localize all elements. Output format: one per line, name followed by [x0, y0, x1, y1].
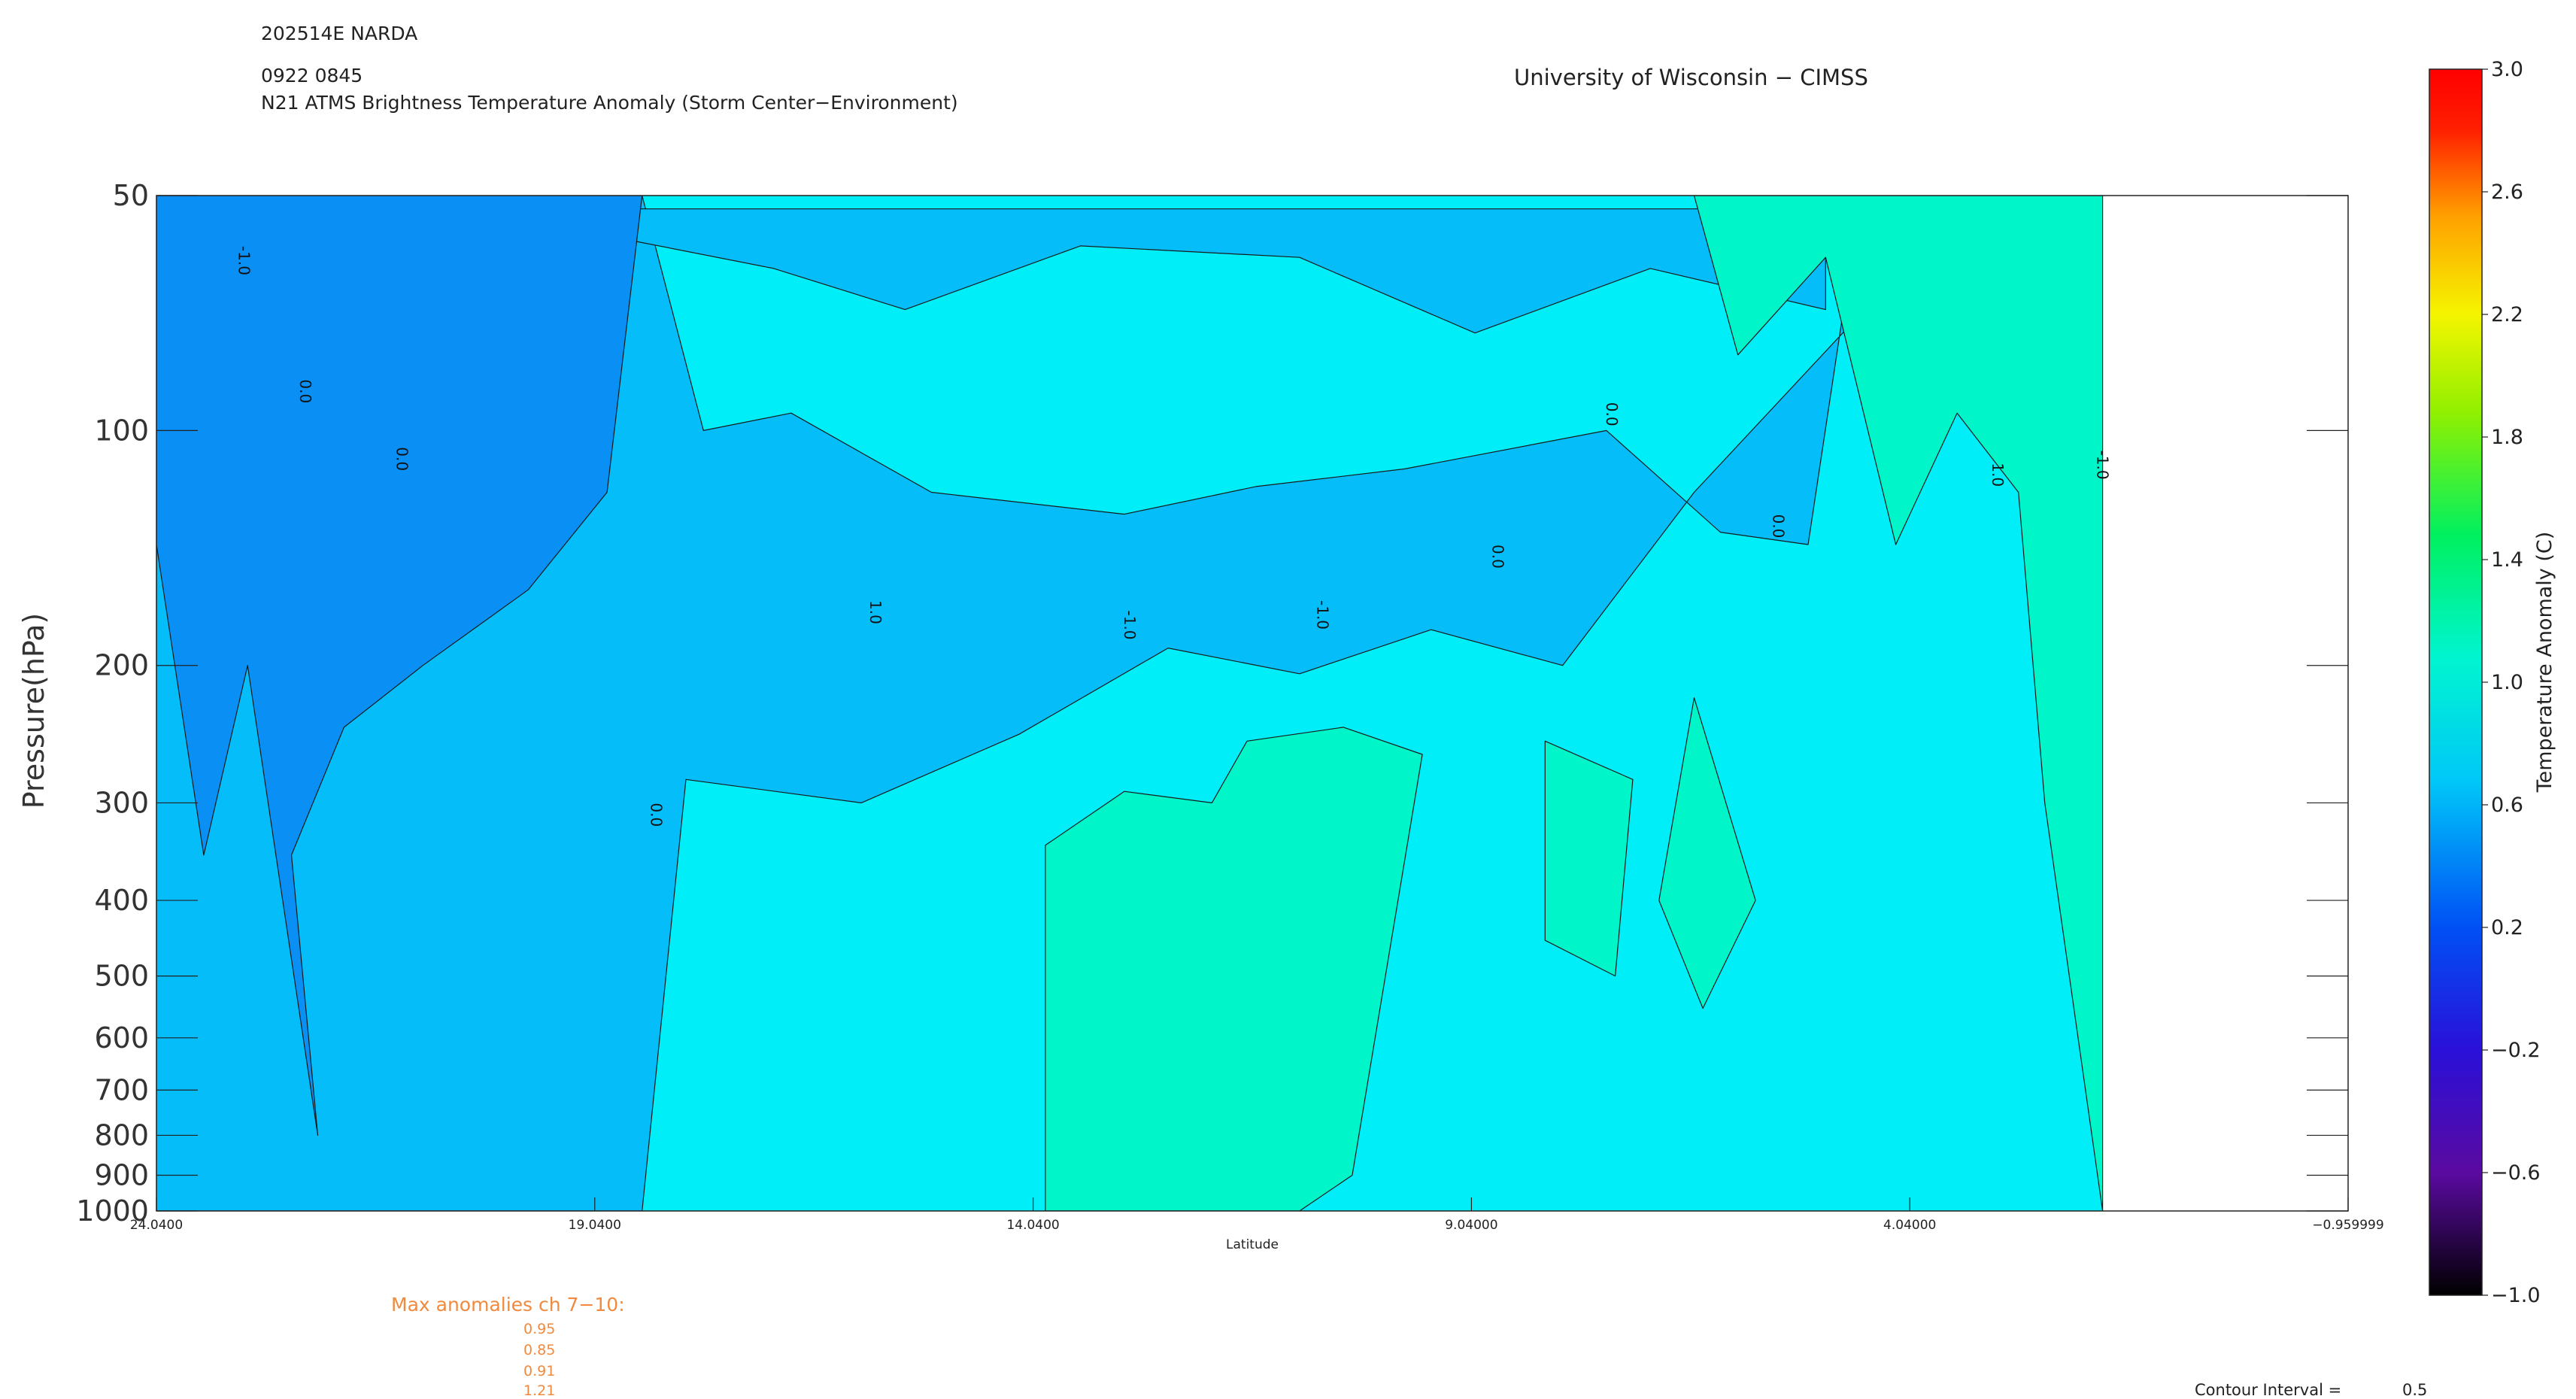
colorbar-ticks: 3.0 2.6 2.2 1.8 1.4 1.0 0.6 0.2 −0.2 −0.6 −1.0: [2482, 58, 2541, 1307]
x-axis: 24.0400 19.0400 14.0400 9.04000 4.04000 −0.95…: [130, 1197, 2384, 1233]
contour-label: 0.0: [1603, 402, 1621, 426]
contour-label: 0.0: [1488, 545, 1506, 569]
chart-title: N21 ATMS Brightness Temperature Anomaly …: [261, 92, 958, 114]
x-axis-title: Latitude: [1226, 1237, 1279, 1252]
band-high: [1658, 697, 1756, 1009]
colorbar-tick-label: −0.2: [2491, 1039, 2541, 1062]
contour-label: -1.0: [235, 246, 253, 275]
storm-id-label: 202514E NARDA: [261, 23, 418, 44]
colorbar-tick-label: 1.4: [2491, 548, 2523, 572]
contour-label: 0.0: [393, 447, 411, 471]
band-high: [1045, 727, 1423, 1211]
date-time-label: 0922 0845: [261, 65, 363, 86]
anomaly-field: [156, 196, 2104, 1211]
colorbar-tick-label: 3.0: [2491, 58, 2523, 81]
y-tick-label: 900: [94, 1159, 149, 1192]
y-tick-label: 100: [94, 414, 149, 447]
contour-label: 1.0: [1989, 463, 2007, 487]
y-tick-label: 200: [94, 649, 149, 682]
max-anomaly-value: 0.91: [523, 1363, 556, 1379]
contour-label: 0.0: [647, 803, 665, 827]
colorbar-tick-label: 1.0: [2491, 671, 2523, 694]
band-high: [1544, 740, 1634, 977]
y-axis-title: Pressure(hPa): [17, 613, 50, 809]
x-tick-label: 19.0400: [569, 1218, 621, 1233]
contour-labels: -1.0 0.0 0.0 0.0 1.0 -1.0 -1.0 0.0 0.0 0.0 1.0 -1.0: [235, 246, 2112, 827]
colorbar-tick-label: −0.6: [2491, 1161, 2541, 1185]
x-tick-label: 24.0400: [130, 1218, 183, 1233]
max-anomaly-value: 0.95: [523, 1321, 556, 1337]
y-tick-label: 600: [94, 1021, 149, 1055]
y-tick-label: 700: [94, 1073, 149, 1106]
colorbar-tick-label: 0.2: [2491, 916, 2523, 939]
colorbar-label: Temperature Anomaly (C): [2533, 532, 2556, 794]
colorbar-tick-label: 1.8: [2491, 426, 2523, 449]
contour-interval-value: 0.5: [2402, 1381, 2428, 1399]
y-tick-label: 1000: [76, 1194, 149, 1228]
contour-interval-label: Contour Interval =: [2195, 1381, 2342, 1399]
colorbar-tick-label: 2.6: [2491, 181, 2523, 204]
colorbar-tick-label: 0.6: [2491, 794, 2523, 817]
institution-label: University of Wisconsin − CIMSS: [1514, 65, 1868, 90]
x-tick-label: 9.04000: [1445, 1218, 1497, 1233]
colorbar: [2429, 68, 2483, 1296]
contour-label: 1.0: [866, 600, 884, 624]
y-tick-label: 800: [94, 1118, 149, 1152]
contour-label: -1.0: [2094, 451, 2112, 480]
contour-label: -1.0: [1121, 611, 1139, 640]
contour-label: 0.0: [1769, 514, 1787, 539]
y-tick-label: 400: [94, 884, 149, 917]
x-tick-label: 4.04000: [1883, 1218, 1936, 1233]
contour-label: -1.0: [1313, 600, 1331, 630]
plot-frame: [156, 195, 2349, 1212]
contour-label: 0.0: [296, 379, 314, 403]
colorbar-tick-label: 2.2: [2491, 303, 2523, 326]
x-tick-label: 14.0400: [1006, 1218, 1059, 1233]
band-lowest: [156, 196, 643, 1136]
max-anomalies-label: Max anomalies ch 7−10:: [391, 1294, 625, 1316]
band-high: [1693, 196, 2104, 1211]
band-low: [597, 208, 1826, 334]
x-tick-label: −0.959999: [2312, 1218, 2383, 1233]
y-tick-label: 500: [94, 960, 149, 993]
y-tick-label: 300: [94, 786, 149, 819]
colorbar-tick-label: −1.0: [2491, 1284, 2541, 1307]
y-tick-label: 50: [113, 179, 149, 212]
max-anomaly-value: 0.85: [523, 1342, 556, 1358]
